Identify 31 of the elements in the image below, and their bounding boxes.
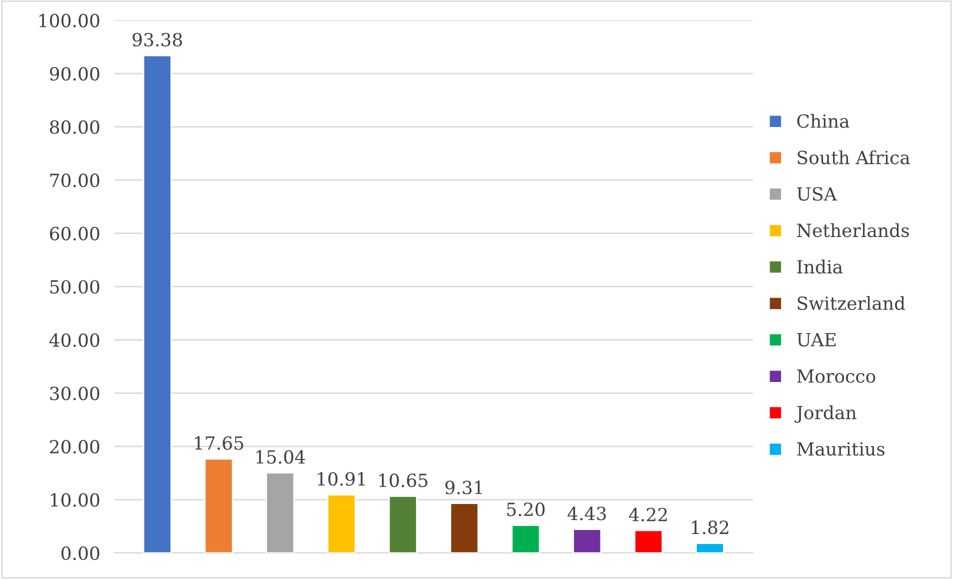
legend-label: Switzerland	[798, 296, 906, 310]
legend-label: USA	[797, 187, 838, 201]
y-tick-label: 10.00	[50, 493, 100, 507]
y-tick-label: 70.00	[50, 174, 100, 188]
y-tick-label: 30.00	[50, 386, 100, 400]
legend-label: China	[797, 114, 850, 128]
y-tick-label: 100.00	[39, 14, 100, 28]
data-label: 10.65	[379, 474, 428, 488]
data-label: 17.65	[195, 436, 244, 450]
data-label: 10.91	[318, 472, 365, 486]
y-tick-label: 50.00	[50, 280, 100, 294]
legend-label: Mauritius	[797, 442, 884, 456]
y-tick-label: 90.00	[50, 66, 100, 81]
legend-label: Morocco	[797, 370, 876, 383]
y-tick-label: 20.00	[50, 440, 100, 454]
legend-label: South Africa	[798, 150, 910, 164]
legend-label: Netherlands	[797, 223, 909, 238]
data-label: 5.20	[507, 502, 545, 516]
data-label: 93.38	[132, 32, 182, 46]
data-label: 9.31	[445, 480, 482, 494]
data-label: 15.04	[256, 450, 306, 464]
legend-label: UAE	[797, 333, 836, 346]
data-label: 4.22	[628, 508, 667, 522]
data-label: 1.82	[692, 520, 728, 534]
data-label: 4.43	[568, 506, 606, 520]
y-tick-label: 40.00	[49, 333, 100, 347]
legend-label: Jordan	[794, 405, 856, 423]
y-tick-label: 80.00	[50, 120, 100, 134]
legend-label: India	[797, 260, 843, 274]
y-tick-label: 60.00	[50, 226, 100, 240]
y-tick-label: 0.00	[61, 546, 100, 560]
